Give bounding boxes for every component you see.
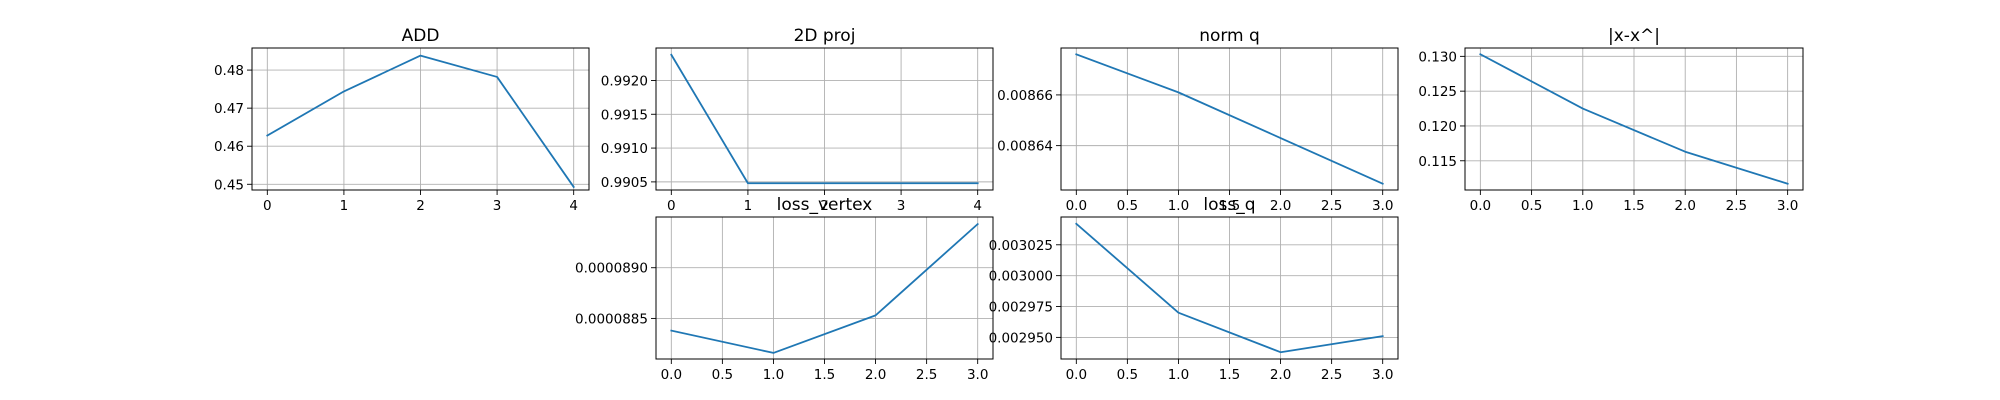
x-tick-label: 2 bbox=[820, 198, 829, 214]
x-tick-label: 0 bbox=[263, 198, 272, 214]
y-tick-label: 0.002950 bbox=[989, 330, 1053, 346]
x-tick-label: 1.5 bbox=[1219, 198, 1240, 214]
series-line-lossvertex bbox=[670, 222, 979, 354]
x-tick-label: 2.5 bbox=[1726, 198, 1747, 214]
x-tick-label: 1.5 bbox=[1219, 367, 1240, 383]
subplot-lossvertex: 0.0 0.5 1.0 1.5 2.0 2.5 3.0 0.0000885 0.0000890 l… bbox=[575, 195, 994, 383]
x-tick-label: 0.0 bbox=[661, 367, 682, 383]
x-tick-label: 3.0 bbox=[1372, 367, 1393, 383]
subplot-normq: 0.0 0.5 1.0 1.5 2.0 2.5 3.0 0.00864 0.00866 norm … bbox=[997, 26, 1399, 214]
y-tick-label: 0.00866 bbox=[997, 88, 1053, 104]
y-tick-label: 0.130 bbox=[1418, 49, 1457, 65]
y-tick-label: 0.46 bbox=[214, 139, 244, 155]
y-tick-label: 0.002975 bbox=[989, 300, 1053, 316]
x-tick-label: 1 bbox=[340, 198, 349, 214]
x-tick-label: 2.5 bbox=[1321, 198, 1342, 214]
y-tick-label: 0.00864 bbox=[997, 139, 1053, 155]
x-tick-label: 0.5 bbox=[1117, 198, 1138, 214]
x-tick-label: 3.0 bbox=[967, 367, 988, 383]
x-tick-label: 0.0 bbox=[1470, 198, 1491, 214]
subplot-title: loss_q bbox=[1203, 195, 1255, 215]
subplot-add: 0 1 2 3 4 0.45 0.46 0.47 0.48 ADD bbox=[214, 26, 590, 214]
y-tick-label: 0.0000885 bbox=[575, 311, 648, 327]
x-tick-label: 3 bbox=[897, 198, 906, 214]
x-tick-label: 2 bbox=[416, 198, 425, 214]
y-tick-label: 0.0000890 bbox=[575, 261, 648, 277]
x-tick-label: 1.0 bbox=[1168, 198, 1189, 214]
x-tick-label: 0.5 bbox=[1521, 198, 1542, 214]
y-tick-label: 0.9910 bbox=[601, 141, 648, 157]
x-tick-label: 1 bbox=[744, 198, 753, 214]
subplot-title: norm q bbox=[1199, 26, 1260, 46]
subplot-title: ADD bbox=[402, 26, 440, 46]
x-tick-label: 2.0 bbox=[865, 367, 886, 383]
x-tick-label: 4 bbox=[569, 198, 578, 214]
x-tick-label: 2.0 bbox=[1270, 198, 1291, 214]
y-tick-label: 0.115 bbox=[1418, 154, 1457, 170]
series-line-add bbox=[266, 54, 575, 189]
x-tick-label: 1.5 bbox=[1623, 198, 1644, 214]
subplot-xdiff: 0.0 0.5 1.0 1.5 2.0 2.5 3.0 0.115 0.120 0.125 0.13… bbox=[1418, 26, 1804, 214]
y-tick-label: 0.9905 bbox=[601, 175, 648, 191]
x-tick-label: 0 bbox=[667, 198, 676, 214]
y-tick-label: 0.47 bbox=[214, 101, 244, 117]
y-tick-label: 0.003000 bbox=[989, 269, 1053, 285]
series-line-xdiff bbox=[1479, 53, 1789, 185]
y-tick-label: 0.120 bbox=[1418, 119, 1457, 135]
series-line-lossq bbox=[1075, 222, 1384, 354]
subplot-title: loss_vertex bbox=[777, 195, 873, 215]
x-tick-label: 2.5 bbox=[916, 367, 937, 383]
x-tick-label: 3 bbox=[493, 198, 502, 214]
x-tick-label: 3.0 bbox=[1777, 198, 1798, 214]
y-tick-label: 0.125 bbox=[1418, 84, 1457, 100]
subplot-title: 2D proj bbox=[794, 26, 856, 46]
x-tick-label: 0.0 bbox=[1066, 198, 1087, 214]
subplot-title: |x-x^| bbox=[1608, 26, 1660, 46]
x-tick-label: 1.0 bbox=[1168, 367, 1189, 383]
series-line-proj2d bbox=[670, 53, 979, 185]
x-tick-label: 4 bbox=[973, 198, 982, 214]
subplot-proj2d: 0 1 2 3 4 0.9905 0.9910 0.9915 0.9920 2D proj bbox=[601, 26, 994, 214]
y-tick-label: 0.9920 bbox=[601, 73, 648, 89]
x-tick-label: 1.0 bbox=[763, 367, 784, 383]
x-tick-label: 1.0 bbox=[1572, 198, 1593, 214]
x-tick-label: 2.0 bbox=[1270, 367, 1291, 383]
subplot-lossq: 0.0 0.5 1.0 1.5 2.0 2.5 3.0 0.002950 0.002975 0.0… bbox=[989, 195, 1399, 383]
y-tick-label: 0.48 bbox=[214, 63, 244, 79]
x-tick-label: 2.5 bbox=[1321, 367, 1342, 383]
x-tick-label: 0.5 bbox=[712, 367, 733, 383]
x-tick-label: 1.5 bbox=[814, 367, 835, 383]
x-tick-label: 0.5 bbox=[1117, 367, 1138, 383]
x-tick-label: 3.0 bbox=[1372, 198, 1393, 214]
x-tick-label: 0.0 bbox=[1066, 367, 1087, 383]
series-line-normq bbox=[1075, 53, 1384, 185]
y-tick-label: 0.003025 bbox=[989, 238, 1053, 254]
y-tick-label: 0.45 bbox=[214, 177, 244, 193]
y-tick-label: 0.9915 bbox=[601, 107, 648, 123]
x-tick-label: 2.0 bbox=[1674, 198, 1695, 214]
